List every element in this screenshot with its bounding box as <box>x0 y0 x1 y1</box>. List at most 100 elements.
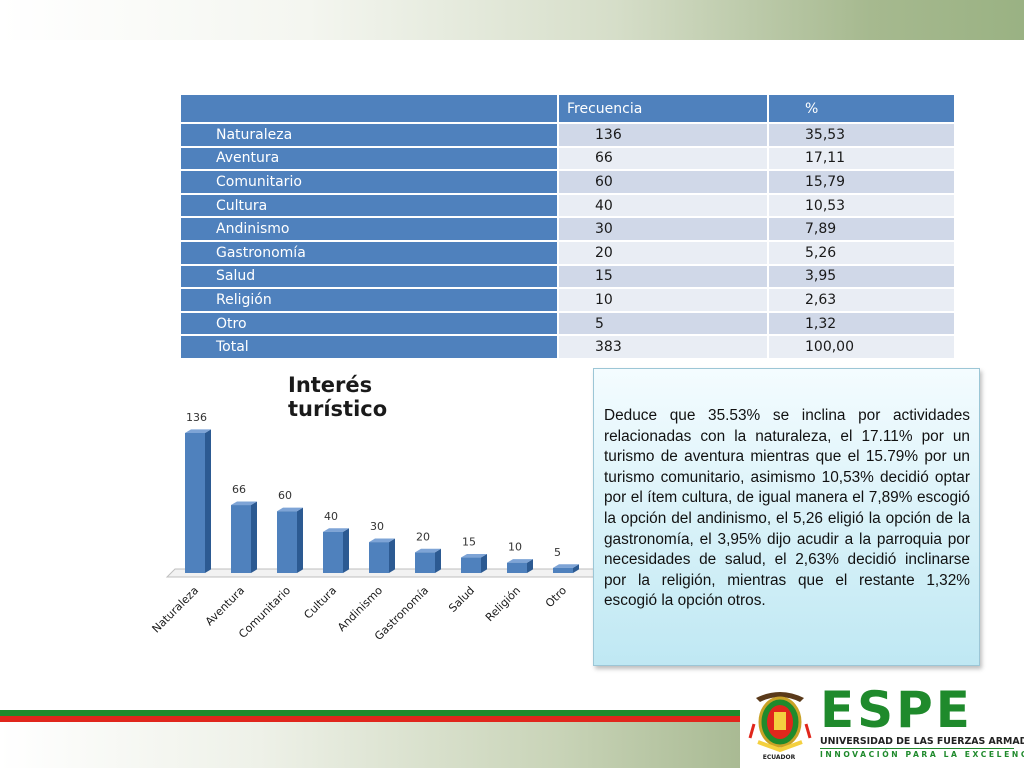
data-label: 10 <box>508 541 522 554</box>
logo-wordmark: ESPE <box>820 681 973 739</box>
chart-title: Interés turístico <box>288 373 388 421</box>
bar-side <box>297 507 303 573</box>
table-cell-frecuencia: 40 <box>559 194 769 219</box>
table-row: Aventura 66 17,11 <box>181 147 954 172</box>
bar-side <box>205 429 211 573</box>
bar <box>369 542 389 573</box>
table-cell-percent: 2,63 <box>769 289 954 313</box>
table-cell-category: Religión <box>181 289 559 313</box>
data-label: 15 <box>462 536 476 549</box>
table-cell-category: Naturaleza <box>181 124 559 148</box>
table-header-percent: % <box>769 95 954 124</box>
logo-rule <box>820 748 1014 749</box>
table-row: Salud 15 3,95 <box>181 265 954 290</box>
table-cell-category: Andinismo <box>181 218 559 242</box>
data-label: 40 <box>324 510 338 523</box>
data-label: 30 <box>370 520 384 533</box>
table-cell-frecuencia: 136 <box>559 124 769 148</box>
bar-chart: 136Naturaleza66Aventura60Comunitario40Cu… <box>150 411 600 643</box>
x-tick-label: Andinismo <box>335 584 385 634</box>
logo-university-name: UNIVERSIDAD DE LAS FUERZAS ARMADAS <box>820 736 1024 747</box>
bar-side <box>573 564 579 573</box>
bar <box>553 567 573 573</box>
frequency-table: Frecuencia % Naturaleza 136 35,53 Aventura 6… <box>181 95 954 360</box>
x-tick-label: Religión <box>483 584 523 624</box>
bar-top <box>185 429 211 433</box>
table-cell-frecuencia: 60 <box>559 171 769 195</box>
bar <box>323 531 343 573</box>
table-cell-percent: 5,26 <box>769 241 954 266</box>
table-cell-percent: 17,11 <box>769 147 954 172</box>
table-cell-percent: 100,00 <box>769 336 954 360</box>
table-row: Total 383 100,00 <box>181 336 954 360</box>
bar-side <box>481 553 487 573</box>
summary-text-box: Deduce que 35.53% se inclina por activid… <box>593 368 980 666</box>
table-cell-category: Comunitario <box>181 171 559 195</box>
table-cell-frecuencia: 383 <box>559 336 769 360</box>
table-cell-category: Total <box>181 336 559 360</box>
table-cell-category: Gastronomía <box>181 241 559 266</box>
table-cell-category: Salud <box>181 265 559 290</box>
data-label: 20 <box>416 530 430 543</box>
bar-side <box>343 528 349 573</box>
data-label: 60 <box>278 489 292 502</box>
table-cell-percent: 3,95 <box>769 265 954 290</box>
bar-top <box>277 507 303 512</box>
table-cell-percent: 7,89 <box>769 218 954 242</box>
table-cell-percent: 35,53 <box>769 124 954 148</box>
data-label: 5 <box>554 546 561 559</box>
table-row: Gastronomía 20 5,26 <box>181 241 954 266</box>
bottom-decorative-band <box>0 722 740 768</box>
table-cell-frecuencia: 15 <box>559 265 769 290</box>
summary-text: Deduce que 35.53% se inclina por activid… <box>604 407 970 610</box>
coat-of-arms-icon <box>748 692 812 753</box>
table-header-frecuencia: Frecuencia <box>559 95 769 124</box>
table-cell-percent: 10,53 <box>769 194 954 219</box>
bar-top <box>231 501 257 506</box>
table-cell-percent: 15,79 <box>769 171 954 195</box>
bar-top <box>369 538 395 543</box>
table-row: Otro 5 1,32 <box>181 312 954 337</box>
table-row: Naturaleza 136 35,53 <box>181 124 954 148</box>
green-stripe <box>0 710 740 716</box>
bar-top <box>553 564 579 568</box>
bar <box>507 562 527 573</box>
red-stripe <box>0 716 740 722</box>
bar-top <box>507 559 533 563</box>
bar <box>231 505 251 573</box>
table-cell-frecuencia: 30 <box>559 218 769 242</box>
bar-top <box>323 528 349 532</box>
table-header-empty <box>181 95 559 124</box>
x-tick-label: Otro <box>543 584 569 610</box>
table-cell-category: Cultura <box>181 194 559 219</box>
table-row: Andinismo 30 7,89 <box>181 218 954 242</box>
table-cell-percent: 1,32 <box>769 312 954 337</box>
bar-top <box>415 548 441 553</box>
table-cell-frecuencia: 5 <box>559 312 769 337</box>
bar <box>185 433 205 573</box>
table-row: Religión 10 2,63 <box>181 289 954 313</box>
x-tick-label: Salud <box>446 584 477 615</box>
table-cell-frecuencia: 20 <box>559 241 769 266</box>
x-tick-label: Aventura <box>203 584 247 628</box>
bar <box>415 552 435 573</box>
bar-side <box>389 538 395 573</box>
bar-side <box>435 548 441 573</box>
bar <box>277 511 297 573</box>
logo-country: ECUADOR <box>762 754 796 761</box>
logo-motto: INNOVACIÓN PARA LA EXCELENCIA <box>820 750 1024 759</box>
bar <box>461 557 481 573</box>
bar-side <box>527 559 533 573</box>
top-decorative-band <box>0 0 1024 40</box>
x-tick-label: Cultura <box>301 584 339 622</box>
data-label: 66 <box>232 483 246 496</box>
espe-logo: ECUADOR ESPE UNIVERSIDAD DE LAS FUERZAS … <box>748 681 1024 764</box>
bar-top <box>461 553 487 558</box>
table-cell-category: Otro <box>181 312 559 337</box>
table-cell-frecuencia: 10 <box>559 289 769 313</box>
bar-side <box>251 501 257 573</box>
table-row: Cultura 40 10,53 <box>181 194 954 219</box>
data-label: 136 <box>186 411 207 424</box>
table-header-row: Frecuencia % <box>181 95 954 124</box>
x-tick-label: Naturaleza <box>150 584 202 636</box>
